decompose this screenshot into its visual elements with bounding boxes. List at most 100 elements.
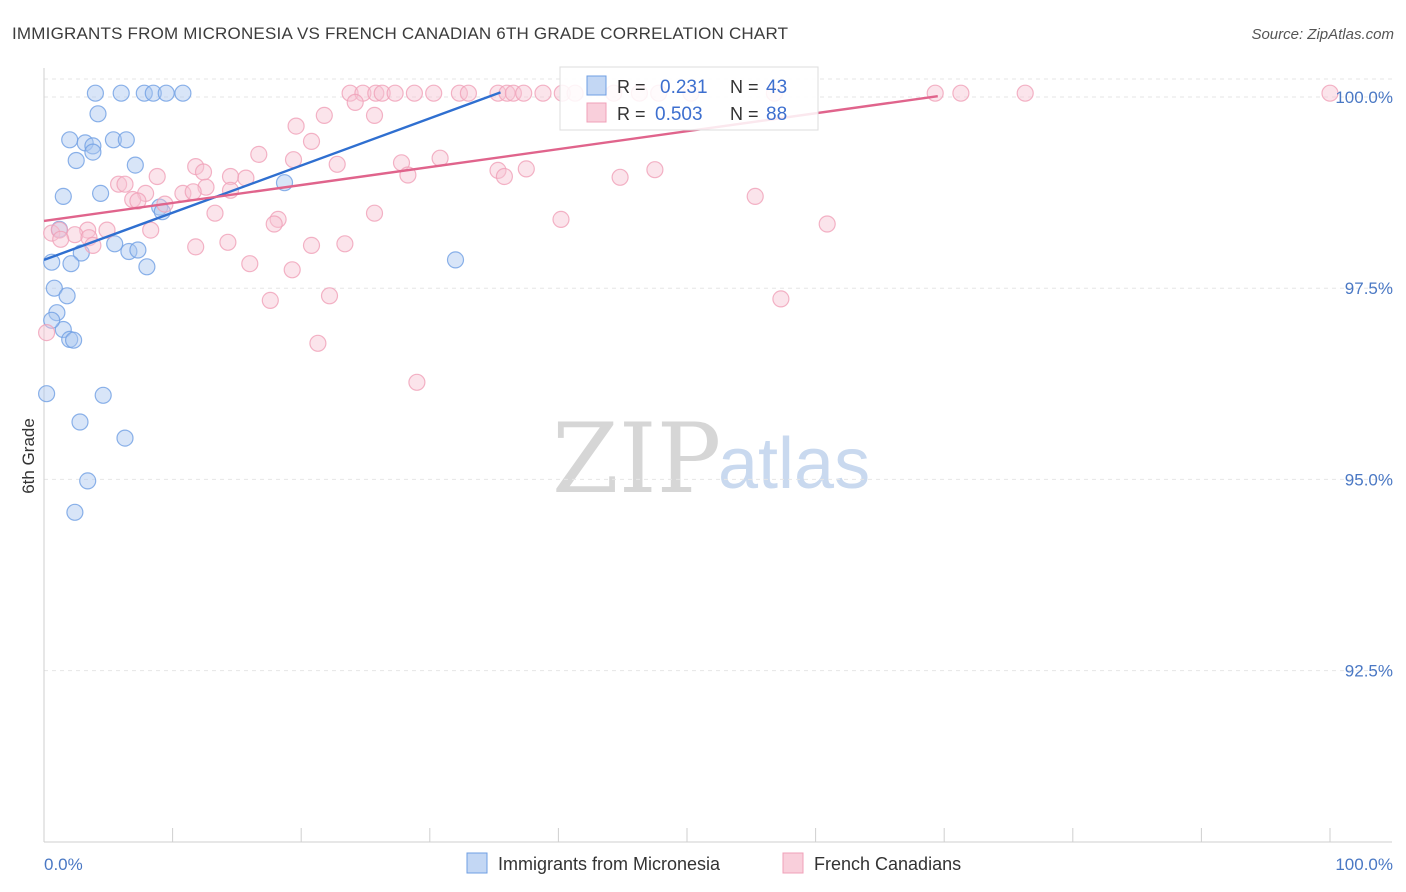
- point-french-canadians: [116, 175, 134, 193]
- point-french-canadians: [425, 84, 443, 102]
- point-french-canadians: [184, 183, 202, 201]
- watermark-zip: ZIP: [552, 403, 721, 515]
- point-french-canadians: [386, 84, 404, 102]
- stats-swatch-french-canadians: [586, 102, 607, 123]
- point-french-canadians: [552, 210, 570, 228]
- point-french-canadians: [489, 161, 507, 179]
- point-french-canadians: [373, 84, 391, 102]
- point-french-canadians: [1016, 84, 1034, 102]
- point-micronesia: [84, 137, 102, 155]
- point-micronesia: [116, 429, 134, 447]
- point-french-canadians: [646, 161, 664, 179]
- point-french-canadians: [459, 84, 477, 102]
- legend-label-french-canadians: French Canadians: [814, 854, 961, 874]
- point-french-canadians: [302, 236, 321, 254]
- legend-swatch-french-canadians: [782, 852, 804, 874]
- point-french-canadians: [328, 155, 346, 173]
- point-micronesia: [94, 386, 112, 404]
- point-french-canadians: [367, 84, 385, 102]
- stats-r-value-2: 0.503: [655, 104, 703, 125]
- data-points: [37, 84, 1339, 521]
- point-french-canadians: [408, 373, 426, 391]
- point-french-canadians: [341, 84, 359, 102]
- point-french-canadians: [926, 84, 944, 102]
- point-french-canadians: [52, 230, 70, 248]
- point-micronesia: [112, 84, 130, 102]
- stats-r-value-1: 0.231: [660, 77, 708, 98]
- point-french-canadians: [265, 215, 283, 233]
- trend-line-micronesia: [43, 91, 501, 262]
- point-french-canadians: [219, 233, 237, 251]
- point-micronesia: [79, 472, 97, 490]
- point-french-canadians: [283, 261, 301, 279]
- x-tick-label-left: 0.0%: [44, 855, 83, 874]
- point-micronesia: [106, 235, 124, 253]
- point-french-canadians: [261, 291, 279, 309]
- point-micronesia: [45, 279, 63, 297]
- point-french-canadians: [142, 221, 160, 239]
- point-french-canadians: [534, 84, 552, 102]
- chart-source: Source: ZipAtlas.com: [1251, 26, 1394, 43]
- point-french-canadians: [250, 145, 268, 163]
- point-french-canadians: [515, 84, 533, 102]
- gridlines: [44, 78, 1392, 672]
- y-axis-title: 6th Grade: [19, 418, 38, 494]
- point-french-canadians: [187, 238, 205, 256]
- stats-n-value-2: 88: [766, 104, 787, 125]
- y-tick-label: 95.0%: [1345, 470, 1393, 489]
- point-french-canadians: [611, 168, 629, 186]
- stats-n-value-1: 43: [766, 77, 787, 98]
- stats-r-label-2: R =: [617, 104, 646, 124]
- point-micronesia: [135, 84, 153, 102]
- point-french-canadians: [206, 204, 224, 222]
- point-french-canadians: [197, 178, 215, 196]
- y-tick-label: 92.5%: [1345, 662, 1393, 681]
- axes: [43, 68, 1392, 843]
- point-french-canadians: [309, 334, 327, 352]
- watermark-atlas: atlas: [718, 424, 870, 504]
- point-french-canadians: [517, 160, 535, 178]
- point-french-canadians: [315, 106, 333, 125]
- point-micronesia: [89, 105, 107, 123]
- y-tick-labels: 100.0% 97.5% 95.0% 92.5%: [1335, 88, 1393, 681]
- point-micronesia: [144, 84, 162, 102]
- stats-n-label-1: N =: [730, 77, 759, 97]
- point-french-canadians: [1321, 84, 1339, 102]
- point-french-canadians: [818, 215, 836, 233]
- point-micronesia: [62, 255, 80, 273]
- point-micronesia: [157, 84, 175, 102]
- point-micronesia: [71, 413, 89, 431]
- point-french-canadians: [302, 132, 321, 150]
- point-french-canadians: [148, 167, 166, 186]
- point-french-canadians: [241, 255, 259, 273]
- point-micronesia: [138, 258, 156, 276]
- x-tick-label-right: 100.0%: [1335, 855, 1393, 874]
- point-micronesia: [91, 184, 110, 202]
- point-micronesia: [37, 385, 56, 403]
- chart-title: IMMIGRANTS FROM MICRONESIA VS FRENCH CAN…: [12, 24, 788, 43]
- point-french-canadians: [37, 324, 56, 342]
- point-micronesia: [174, 84, 192, 102]
- point-french-canadians: [495, 167, 513, 186]
- point-micronesia: [61, 131, 79, 149]
- series-legend: Immigrants from Micronesia French Canadi…: [466, 852, 961, 874]
- point-french-canadians: [194, 163, 213, 181]
- point-french-canadians: [365, 106, 384, 125]
- point-micronesia: [66, 503, 84, 521]
- stats-n-label-2: N =: [730, 104, 759, 124]
- point-micronesia: [54, 187, 72, 205]
- point-french-canadians: [109, 175, 128, 193]
- point-micronesia: [67, 151, 85, 170]
- point-french-canadians: [405, 84, 423, 102]
- stats-legend: R = 0.231 N = 43 R = 0.503 N = 88: [559, 66, 819, 131]
- y-tick-label: 100.0%: [1335, 88, 1393, 107]
- point-french-canadians: [365, 204, 384, 222]
- y-tick-label: 97.5%: [1345, 279, 1393, 298]
- point-micronesia: [86, 84, 105, 102]
- point-french-canadians: [336, 235, 354, 253]
- point-micronesia: [64, 331, 83, 349]
- point-french-canadians: [772, 290, 790, 308]
- stats-swatch-micronesia: [586, 75, 607, 96]
- point-french-canadians: [346, 93, 364, 112]
